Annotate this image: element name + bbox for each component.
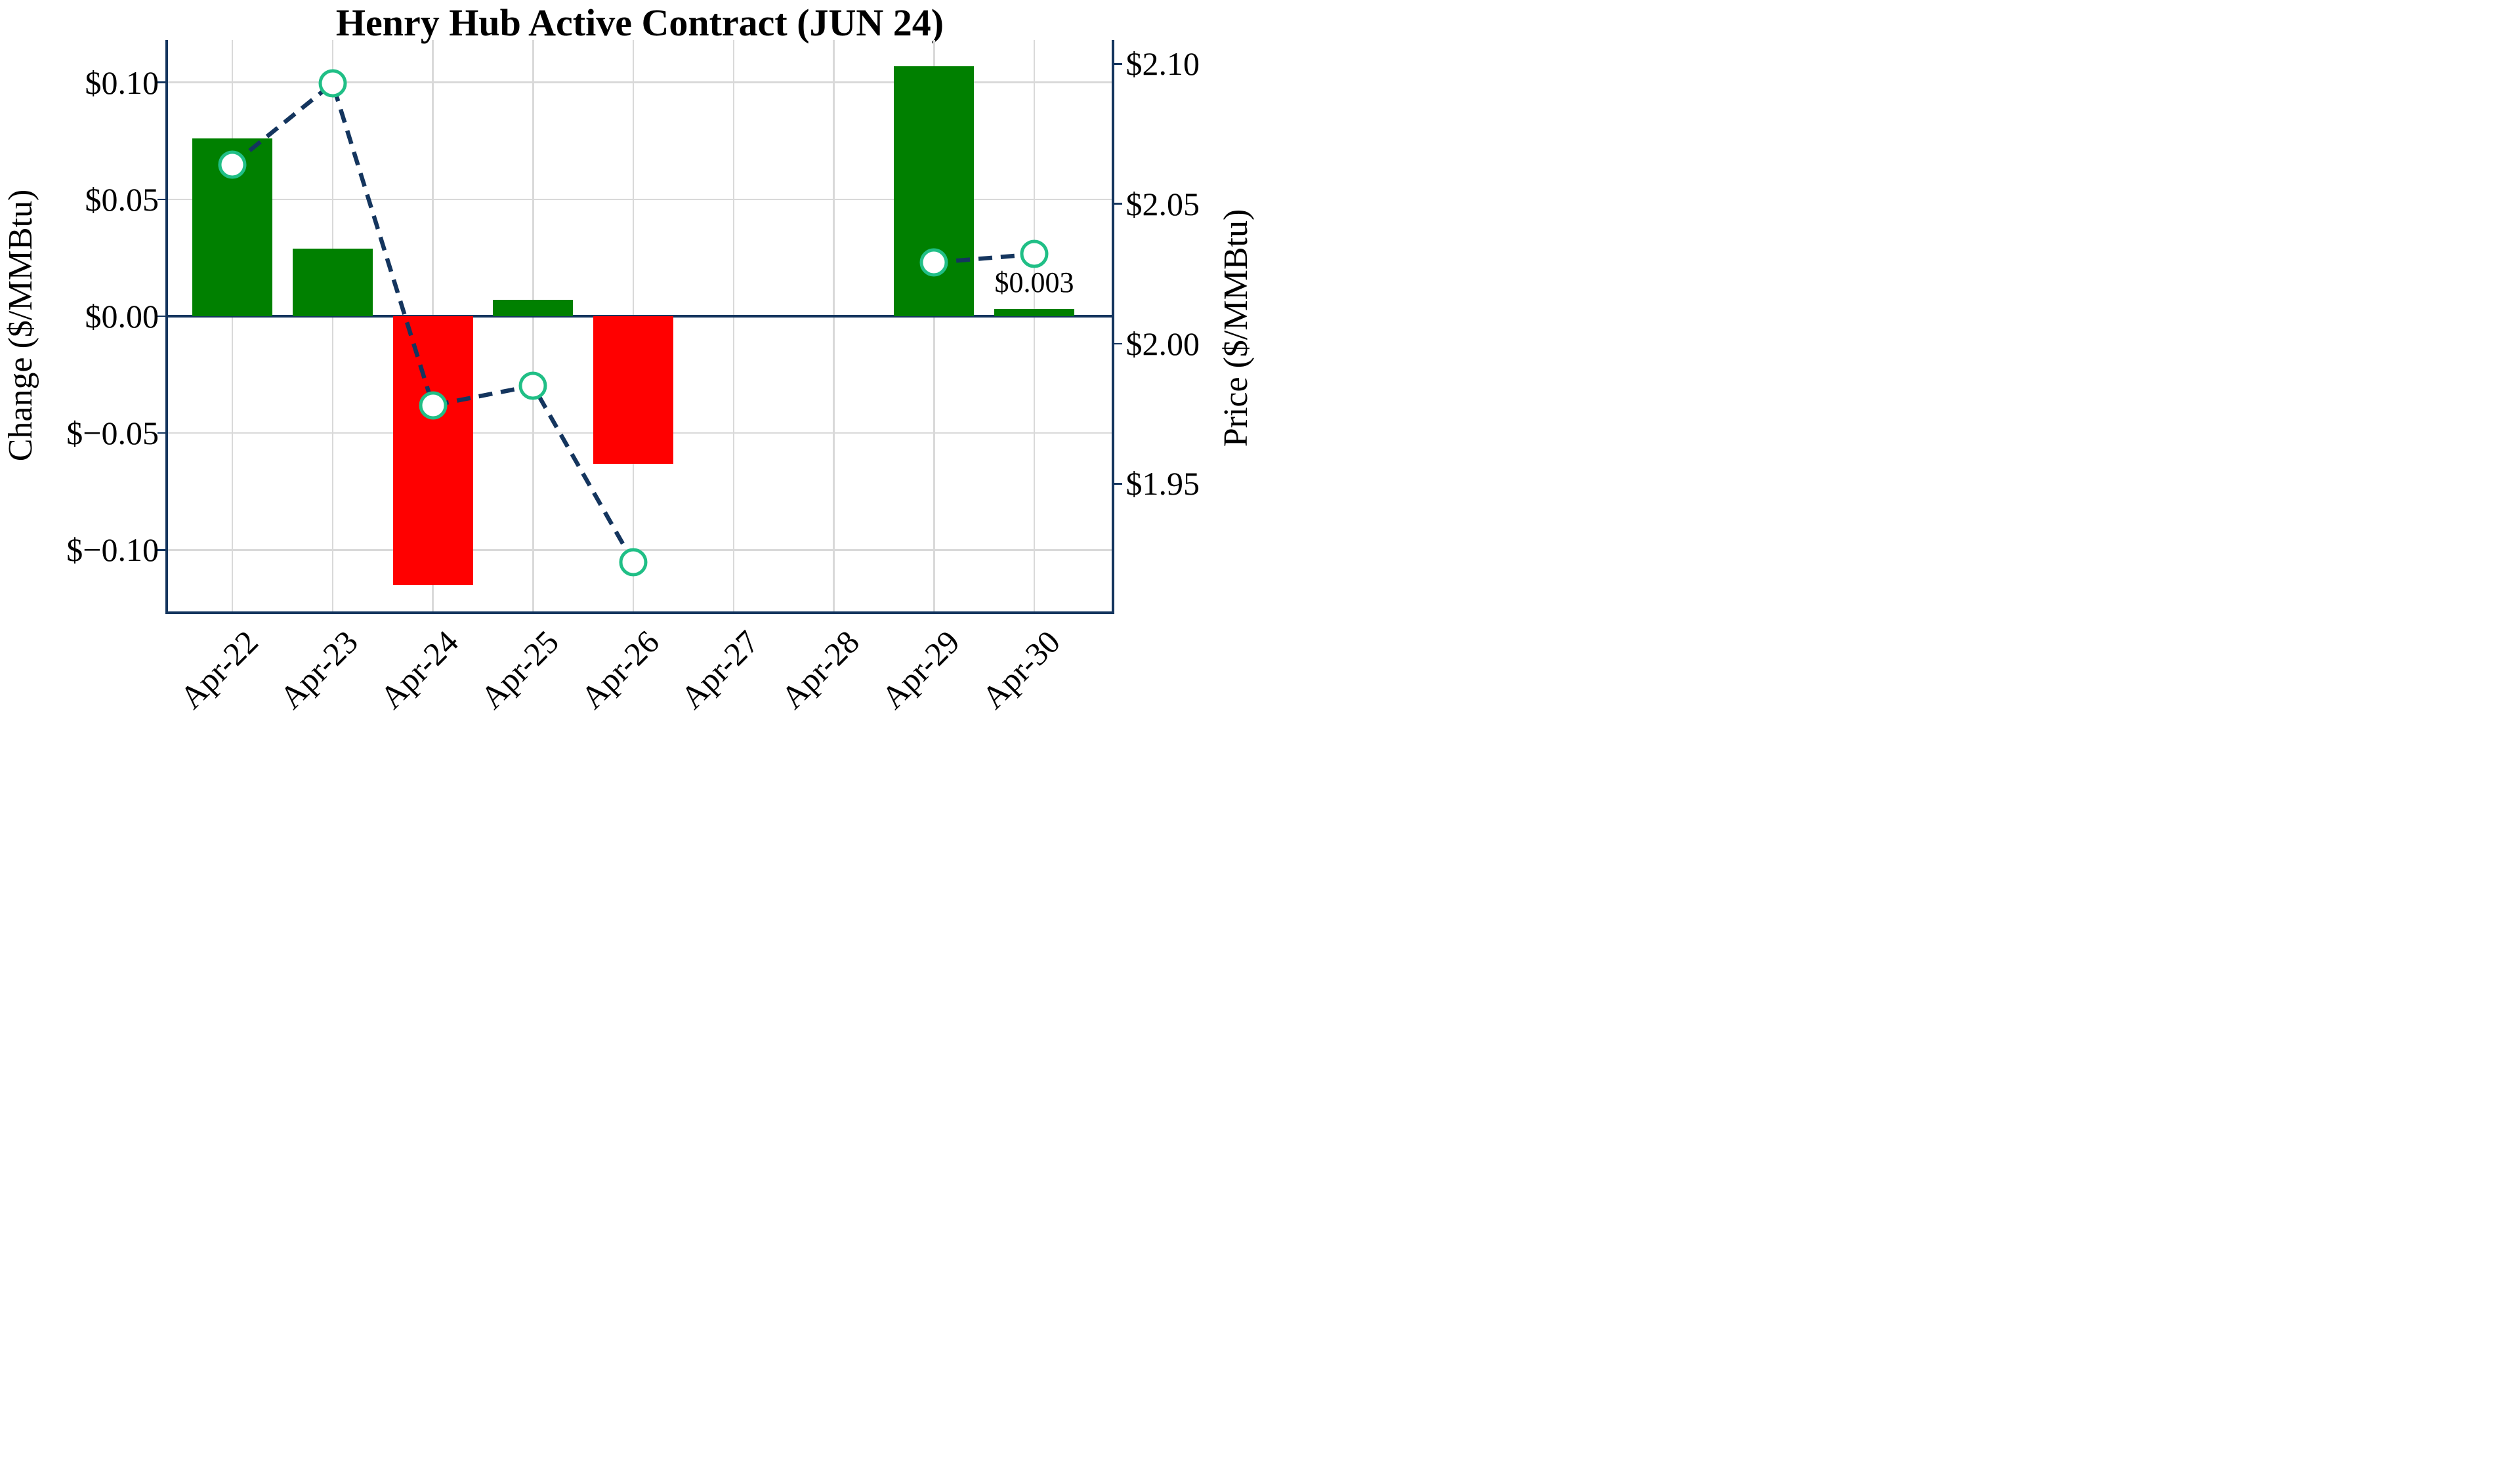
v-gridline [933, 40, 935, 611]
right-tick-label: $2.10 [1125, 45, 1200, 83]
left-tick-mark [158, 198, 165, 200]
price-line-segment [230, 79, 635, 564]
right-tick-label: $1.95 [1125, 465, 1200, 503]
right-tick-mark [1114, 483, 1122, 485]
left-tick-mark [158, 315, 165, 318]
price-line-segment [933, 252, 1035, 265]
change-bar [392, 316, 473, 585]
v-gridline [331, 40, 333, 611]
left-tick-label: $0.00 [85, 297, 159, 335]
right-tick-mark [1114, 203, 1122, 205]
h-gridline [168, 81, 1112, 83]
v-gridline [732, 40, 734, 611]
change-bar [292, 248, 373, 316]
left-tick-label: $0.10 [85, 64, 159, 101]
chart-canvas: Henry Hub Active Contract (JUN 24) Chang… [0, 0, 1260, 740]
left-tick-label: $−0.05 [66, 415, 159, 452]
left-tick-label: $−0.10 [66, 531, 159, 569]
v-gridline [1033, 40, 1036, 611]
price-marker [318, 69, 347, 98]
bottom-spine [165, 611, 1114, 614]
price-marker [919, 248, 948, 277]
bar-annotation: $0.003 [994, 266, 1074, 299]
h-gridline [168, 198, 1112, 200]
right-tick-label: $2.00 [1125, 325, 1200, 362]
left-tick-mark [158, 81, 165, 83]
v-gridline [833, 40, 835, 611]
price-line [230, 79, 1035, 564]
price-marker [218, 150, 247, 179]
price-marker [619, 548, 648, 577]
price-marker [518, 371, 547, 400]
v-gridline [231, 40, 234, 611]
left-spine [165, 40, 168, 614]
right-tick-mark [1114, 342, 1122, 345]
change-bar [994, 309, 1074, 316]
price-marker [1020, 239, 1049, 268]
right-spine [1111, 40, 1114, 614]
v-gridline [532, 40, 534, 611]
change-bar [493, 300, 574, 316]
change-bar [593, 316, 673, 464]
left-tick-label: $0.05 [85, 180, 159, 218]
right-tick-mark [1114, 63, 1122, 65]
left-tick-mark [158, 432, 165, 434]
price-marker [419, 391, 447, 420]
left-tick-mark [158, 549, 165, 551]
right-tick-label: $2.05 [1125, 185, 1200, 222]
chart-title: Henry Hub Active Contract (JUN 24) [335, 1, 944, 44]
